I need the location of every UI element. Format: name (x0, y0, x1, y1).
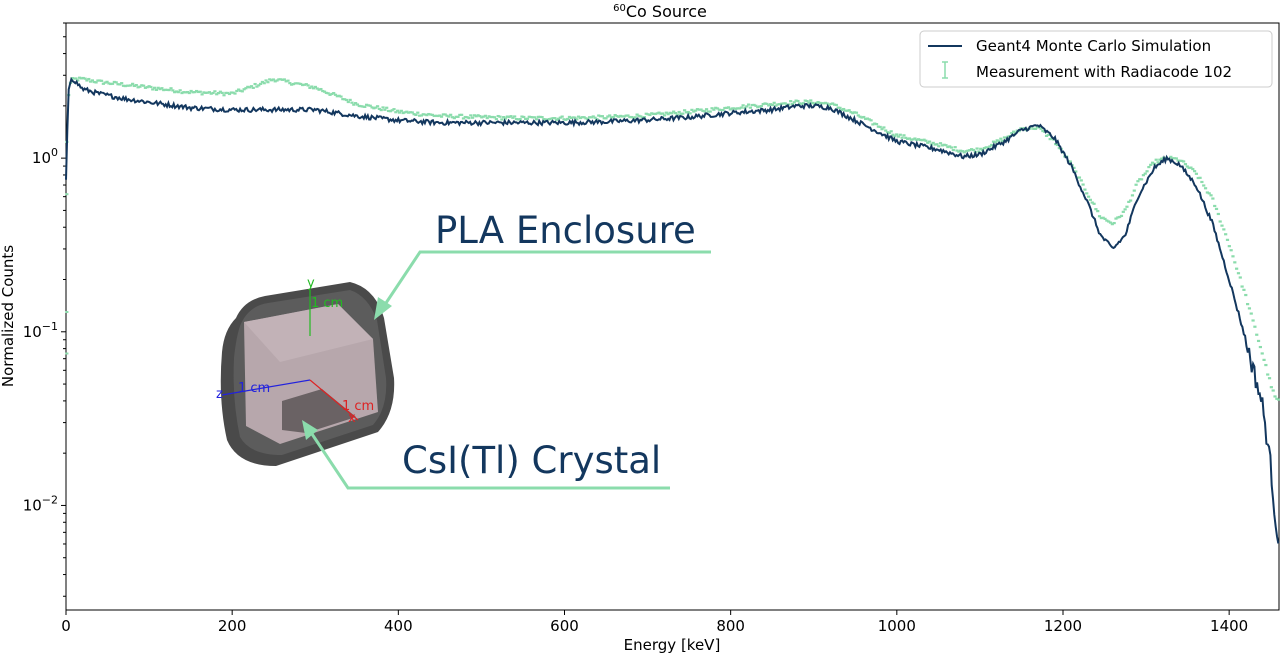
annotation-csi-label: CsI(Tl) Crystal (402, 439, 661, 482)
annotation-csi-arrowhead (302, 420, 318, 440)
x-tick-label: 200 (218, 617, 247, 635)
x-tick-label: 1000 (878, 617, 916, 635)
inset-x-label: x (348, 411, 356, 426)
inset-y-label: y (307, 276, 315, 291)
inset-x-axis (309, 379, 359, 421)
annotation-csi: CsI(Tl) Crystal (302, 420, 670, 490)
inset-y-unit: 1 cm (311, 296, 343, 311)
x-tick-label: 600 (550, 617, 579, 635)
x-tick-label: 1400 (1210, 617, 1248, 635)
x-tick-label: 1200 (1044, 617, 1082, 635)
inset-x-unit: 1 cm (342, 399, 374, 414)
detector-inset: y 1 cm z 1 cm x 1 cm (216, 276, 395, 466)
x-tick-label: 0 (61, 617, 71, 635)
y-tick-label: 10−1 (23, 320, 58, 341)
inset-z-unit: 1 cm (238, 381, 270, 396)
legend: Geant4 Monte Carlo Simulation Measuremen… (919, 30, 1273, 88)
annotation-pla: PLA Enclosure (374, 209, 711, 320)
plot-frame (65, 22, 1280, 611)
chart-title: 60Co Source (613, 2, 707, 21)
annotation-pla-arrowhead (374, 297, 392, 320)
legend-measurement-label: Measurement with Radiacode 102 (976, 63, 1232, 81)
legend-box (919, 30, 1273, 88)
y-axis-label: Normalized Counts (0, 245, 17, 387)
csi-crystal-top-face (244, 304, 373, 362)
y-axis-ticks: 100 10−1 10−2 (23, 22, 66, 597)
chart-title-sup: 60 (613, 3, 626, 14)
series-measurement (65, 76, 1280, 401)
x-tick-label: 400 (384, 617, 413, 635)
x-axis-ticks: 0 200 400 600 800 1000 1200 1400 (61, 610, 1248, 635)
x-axis-label: Energy [keV] (624, 636, 721, 654)
annotation-csi-pointer (310, 433, 670, 490)
legend-measurement-swatch (942, 61, 948, 79)
inset-z-axis (221, 379, 311, 396)
legend-simulation-label: Geant4 Monte Carlo Simulation (976, 37, 1211, 55)
annotation-pla-pointer (382, 250, 711, 307)
inset-z-label: z (216, 387, 223, 402)
y-tick-label: 100 (32, 146, 58, 167)
series-simulation-line (65, 77, 1280, 544)
y-tick-label: 10−2 (23, 493, 58, 514)
csi-crystal-cutout (282, 389, 356, 433)
chart-title-main: Co Source (626, 2, 707, 21)
annotation-pla-label: PLA Enclosure (435, 209, 696, 252)
x-tick-label: 800 (716, 617, 745, 635)
